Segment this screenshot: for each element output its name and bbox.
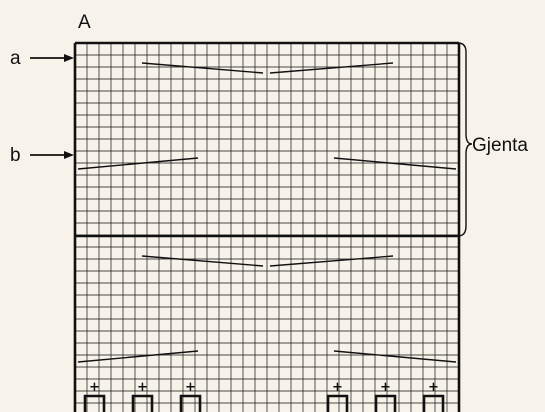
plus-symbol: +	[185, 380, 196, 395]
repeat-label: Gjenta	[472, 135, 528, 156]
rib-notch	[374, 394, 397, 412]
repeat-bracket	[457, 42, 473, 237]
plus-symbols: + + + + + +	[89, 380, 439, 395]
decrease-lines	[77, 62, 457, 363]
plus-symbol: +	[89, 380, 100, 395]
rib-notches	[83, 394, 445, 412]
rib-notch	[83, 394, 106, 412]
rib-notch	[179, 394, 202, 412]
decrease-line	[77, 350, 199, 363]
plus-symbol: +	[137, 380, 148, 395]
arrow-a-icon	[30, 54, 74, 62]
chart-label-a: A	[78, 12, 91, 33]
row-marker-a: a	[10, 48, 21, 69]
rib-notch	[326, 394, 349, 412]
decrease-line	[333, 157, 457, 170]
chart-frame	[73, 41, 461, 412]
plus-symbol: +	[428, 380, 439, 395]
decrease-line	[269, 255, 394, 267]
decrease-line	[141, 62, 264, 74]
plus-symbol: +	[332, 380, 343, 395]
decrease-line	[269, 62, 394, 74]
rib-notch	[131, 394, 154, 412]
rib-notch	[422, 394, 445, 412]
decrease-line	[333, 350, 457, 363]
arrow-b-icon	[30, 151, 74, 159]
decrease-line	[77, 157, 199, 170]
plus-symbol: +	[380, 380, 391, 395]
row-marker-b: b	[10, 145, 21, 166]
decrease-line	[141, 255, 264, 267]
